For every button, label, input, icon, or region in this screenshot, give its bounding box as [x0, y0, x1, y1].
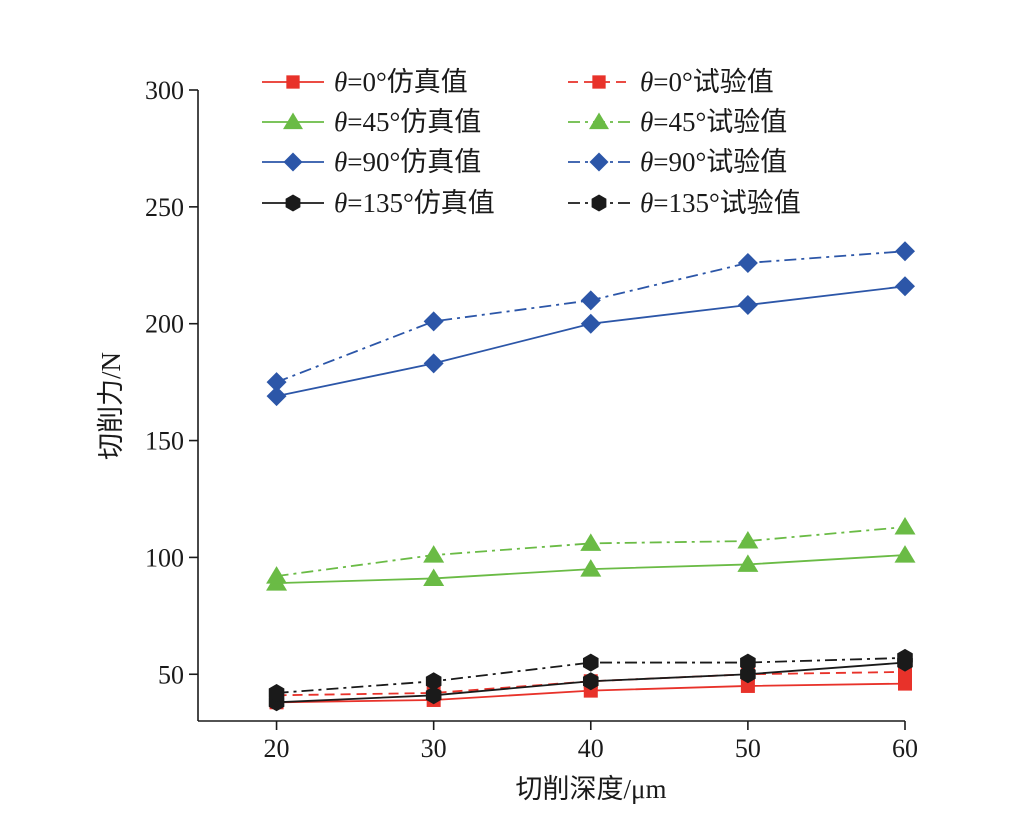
data-point: [425, 686, 442, 705]
legend-item: θ=135°试验值: [568, 188, 801, 218]
legend-label-theta: θ: [640, 107, 653, 137]
data-point: [268, 683, 285, 702]
y-tick-label: 200: [145, 310, 184, 339]
series-2: [266, 545, 916, 591]
legend-marker: [285, 194, 301, 212]
legend-label-theta: θ: [640, 147, 653, 177]
legend-label-rest: =45°仿真值: [347, 107, 481, 137]
data-point: [895, 241, 915, 262]
data-point: [894, 545, 916, 563]
data-point: [266, 386, 287, 407]
legend-label: θ=90°仿真值: [334, 147, 481, 177]
data-point: [897, 648, 913, 667]
legend-marker: [283, 152, 303, 172]
data-point: [580, 290, 601, 311]
x-tick-label: 50: [735, 734, 761, 763]
legend-label-theta: θ: [334, 147, 347, 177]
data-point: [740, 665, 756, 684]
legend-label-rest: =90°仿真值: [347, 147, 481, 177]
y-tick-label: 300: [145, 76, 184, 105]
data-point: [895, 276, 915, 297]
data-point: [740, 678, 755, 693]
data-point: [737, 295, 758, 316]
series-layer: [266, 241, 916, 712]
axes: 50 100 150 200 250 300 20 30 40 50 60: [145, 76, 918, 763]
legend-marker: [592, 75, 606, 89]
x-axis-title: 切削深度/μm: [516, 774, 667, 804]
data-point: [582, 672, 599, 691]
data-point: [425, 672, 442, 691]
legend-label: θ=135°仿真值: [334, 188, 495, 218]
data-point: [580, 533, 602, 551]
legend-label-rest: =135°试验值: [653, 188, 801, 218]
x-tick-label: 30: [421, 734, 447, 763]
data-point: [423, 545, 445, 563]
legend-marker: [283, 112, 303, 130]
legend-label-rest: =0°试验值: [653, 67, 774, 97]
x-tick-label: 60: [892, 734, 918, 763]
series-5: [266, 241, 915, 393]
legend-item: θ=45°仿真值: [262, 107, 481, 137]
legend-item: θ=0°试验值: [568, 67, 774, 97]
legend-label-theta: θ: [334, 67, 347, 97]
data-point: [582, 653, 599, 672]
legend-label: θ=135°试验值: [640, 188, 801, 218]
y-tick-label: 100: [145, 543, 184, 572]
data-point: [740, 653, 756, 672]
legend-label-theta: θ: [334, 188, 347, 218]
data-point: [898, 676, 912, 691]
data-point: [737, 554, 759, 572]
y-tick-label: 150: [145, 427, 184, 456]
data-point: [580, 559, 602, 577]
legend-label-theta: θ: [640, 67, 653, 97]
series-4: [266, 276, 915, 407]
legend-item: θ=45°试验值: [568, 107, 787, 137]
y-tick-label: 250: [145, 193, 184, 222]
data-point: [580, 313, 601, 334]
series-7: [268, 648, 913, 702]
legend-label-rest: =135°仿真值: [347, 188, 495, 218]
legend-marker: [286, 75, 300, 89]
data-point: [423, 568, 445, 586]
legend-marker: [591, 194, 607, 212]
series-line: [276, 657, 906, 694]
x-tick-label: 40: [578, 734, 604, 763]
y-axis-title: 切削力/N: [96, 352, 126, 460]
data-point: [423, 311, 444, 332]
legend-label-theta: θ: [334, 107, 347, 137]
legend-label-rest: =45°试验值: [653, 107, 787, 137]
legend-label-rest: =90°试验值: [653, 147, 787, 177]
data-point: [266, 566, 288, 584]
legend-marker: [589, 152, 609, 172]
legend-label-rest: =0°仿真值: [347, 67, 468, 97]
series-line: [276, 671, 906, 697]
x-tick-label: 20: [264, 734, 290, 763]
data-point: [894, 517, 916, 535]
legend-item: θ=0°仿真值: [262, 67, 468, 97]
legend-label-theta: θ: [640, 188, 653, 218]
y-tick-label: 50: [158, 660, 184, 689]
data-point: [737, 252, 758, 273]
legend-marker: [589, 112, 609, 130]
legend-label: θ=45°仿真值: [334, 107, 481, 137]
data-point: [423, 353, 444, 374]
data-point: [266, 372, 287, 393]
legend-label: θ=45°试验值: [640, 107, 787, 137]
data-point: [737, 531, 759, 549]
legend-item: θ=135°仿真值: [262, 188, 495, 218]
legend-label: θ=0°试验值: [640, 67, 774, 97]
series-3: [266, 517, 916, 584]
legend-item: θ=90°仿真值: [262, 147, 481, 177]
series-line: [276, 526, 906, 577]
legend-label: θ=90°试验值: [640, 147, 787, 177]
legend-item: θ=90°试验值: [568, 147, 787, 177]
legend-label: θ=0°仿真值: [334, 67, 468, 97]
